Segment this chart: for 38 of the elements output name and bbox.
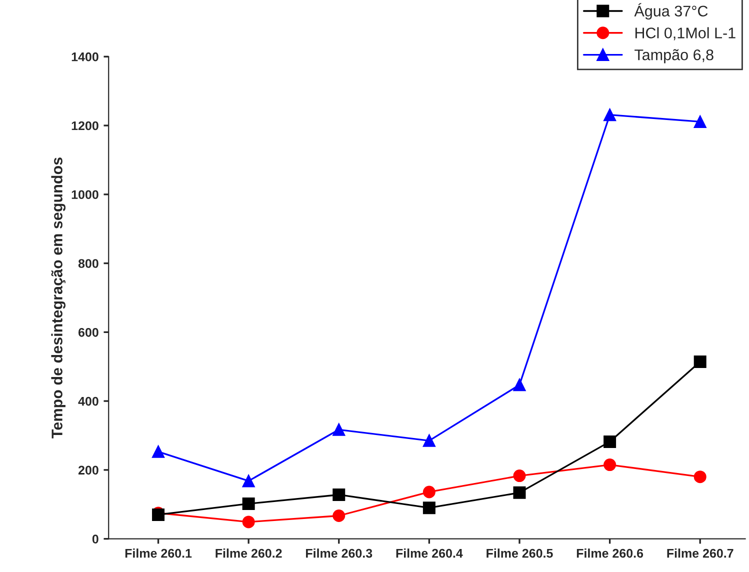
point: [604, 458, 616, 472]
point: [513, 470, 526, 482]
point: [152, 445, 165, 458]
x-tick-label: Filme 260.6: [576, 548, 644, 558]
y-tick-label: 800: [78, 259, 98, 268]
x-tick-label: Filme 260.5: [486, 548, 553, 558]
y-tick-label: 600: [78, 328, 98, 337]
x-tick-label: Filme 260.4: [396, 548, 463, 558]
legend-label: Água 37°C: [634, 3, 708, 20]
point: [604, 108, 616, 122]
point: [332, 423, 346, 436]
y-axis-title: Tempo de desintegração em segundos: [51, 158, 66, 438]
point: [513, 486, 526, 499]
y-tick-label: 0: [92, 534, 98, 544]
point: [332, 488, 346, 501]
point: [694, 356, 706, 368]
point: [604, 435, 616, 448]
point: [422, 486, 436, 498]
point: [332, 509, 346, 522]
point: [242, 497, 255, 510]
x-tick-label: Filme 260.3: [306, 548, 372, 558]
point: [694, 470, 706, 484]
y-tick-label: 1200: [72, 121, 98, 130]
point: [422, 502, 436, 514]
legend-label: Tampão 6,8: [634, 49, 714, 64]
point: [513, 378, 526, 392]
y-tick-label: 1400: [72, 52, 98, 62]
y-tick-label: 1000: [72, 190, 98, 200]
point: [242, 474, 255, 488]
x-tick-label: Filme 260.7: [667, 548, 734, 558]
point: [242, 516, 255, 528]
y-tick-label: 200: [78, 466, 98, 475]
legend-label: HCl 0,1Mol L-1: [635, 27, 736, 40]
y-tick-label: 400: [78, 396, 98, 406]
x-tick-label: Filme 260.2: [216, 548, 282, 558]
x-tick-label: Filme 260.1: [125, 548, 192, 558]
point: [694, 115, 706, 128]
point: [422, 434, 436, 447]
